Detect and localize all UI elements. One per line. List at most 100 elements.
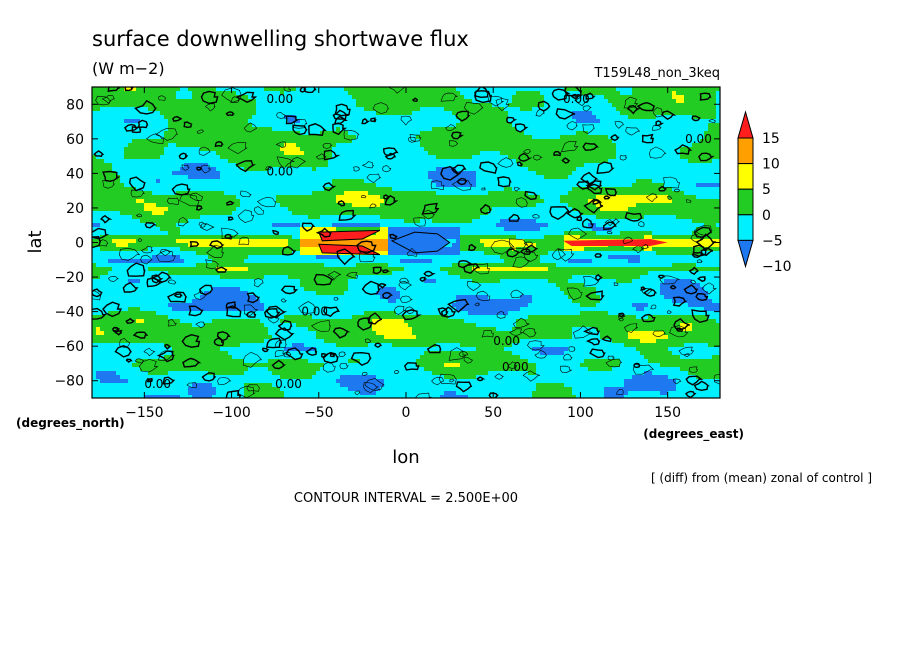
contour-cell [652, 99, 656, 103]
contour-cell [528, 191, 532, 195]
contour-cell [148, 183, 152, 187]
contour-cell [660, 147, 664, 151]
contour-cell [268, 115, 272, 119]
contour-cell [272, 107, 276, 111]
contour-cell [540, 87, 544, 91]
contour-cell [544, 103, 548, 107]
contour-cell [232, 203, 236, 207]
contour-cell [200, 151, 204, 155]
contour-cell [632, 187, 636, 191]
contour-cell [652, 203, 656, 207]
contour-cell [540, 131, 544, 135]
contour-cell [404, 103, 408, 107]
contour-cell [468, 123, 472, 127]
contour-cell [116, 159, 120, 163]
contour-cell [296, 179, 300, 183]
contour-cell [340, 95, 344, 99]
contour-cell [444, 95, 448, 99]
contour-cell [448, 187, 452, 191]
contour-cell [656, 175, 660, 179]
contour-cell [712, 187, 716, 191]
contour-cell [492, 187, 496, 191]
contour-cell [176, 107, 180, 111]
contour-cell [676, 159, 680, 163]
contour-cell [680, 111, 684, 115]
contour-cell [96, 123, 100, 127]
contour-cell [404, 135, 408, 139]
contour-cell [512, 159, 516, 163]
contour-cell [504, 143, 508, 147]
contour-cell [700, 155, 704, 159]
contour-cell [684, 191, 688, 195]
contour-cell [696, 151, 700, 155]
contour-cell [552, 143, 556, 147]
contour-cell [136, 175, 140, 179]
contour-cell [396, 179, 400, 183]
contour-cell [324, 163, 328, 167]
contour-cell [596, 203, 600, 207]
contour-cell [148, 187, 152, 191]
contour-cell [284, 123, 288, 127]
contour-cell [116, 199, 120, 203]
contour-cell [316, 139, 320, 143]
contour-cell [136, 115, 140, 119]
contour-cell [428, 115, 432, 119]
contour-cell [256, 195, 260, 199]
contour-cell [684, 111, 688, 115]
contour-cell [264, 115, 268, 119]
contour-cell [200, 207, 204, 211]
contour-cell [356, 99, 360, 103]
contour-cell [328, 139, 332, 143]
contour-cell [424, 99, 428, 103]
contour-cell [320, 187, 324, 191]
contour-cell [440, 111, 444, 115]
contour-cell [240, 131, 244, 135]
contour-cell [648, 163, 652, 167]
contour-cell [288, 191, 292, 195]
contour-cell [264, 171, 268, 175]
contour-cell [536, 179, 540, 183]
contour-cell [292, 131, 296, 135]
contour-cell [196, 143, 200, 147]
contour-cell [492, 211, 496, 215]
contour-cell [612, 207, 616, 211]
contour-cell [112, 199, 116, 203]
contour-cell [716, 155, 720, 159]
contour-cell [388, 103, 392, 107]
contour-cell [368, 91, 372, 95]
contour-cell [112, 119, 116, 123]
contour-cell [276, 135, 280, 139]
contour-cell [500, 103, 504, 107]
contour-cell [128, 143, 132, 147]
contour-cell [264, 163, 268, 167]
contour-cell [612, 103, 616, 107]
contour-cell [296, 95, 300, 99]
contour-cell [660, 99, 664, 103]
contour-cell [604, 151, 608, 155]
contour-cell [556, 139, 560, 143]
contour-cell [660, 151, 664, 155]
contour-cell [120, 211, 124, 215]
contour-cell [656, 147, 660, 151]
contour-cell [376, 183, 380, 187]
contour-cell [464, 211, 468, 215]
contour-cell [132, 91, 136, 95]
contour-cell [180, 203, 184, 207]
contour-cell [324, 103, 328, 107]
contour-cell [580, 183, 584, 187]
contour-cell [492, 99, 496, 103]
contour-cell [256, 183, 260, 187]
contour-cell [704, 147, 708, 151]
contour-cell [152, 199, 156, 203]
contour-cell [428, 131, 432, 135]
contour-cell [560, 167, 564, 171]
contour-cell [156, 183, 160, 187]
contour-cell [504, 167, 508, 171]
contour-cell [272, 123, 276, 127]
contour-cell [120, 167, 124, 171]
contour-cell [228, 123, 232, 127]
contour-cell [480, 103, 484, 107]
contour-cell [224, 115, 228, 119]
contour-cell [336, 171, 340, 175]
contour-cell [156, 91, 160, 95]
